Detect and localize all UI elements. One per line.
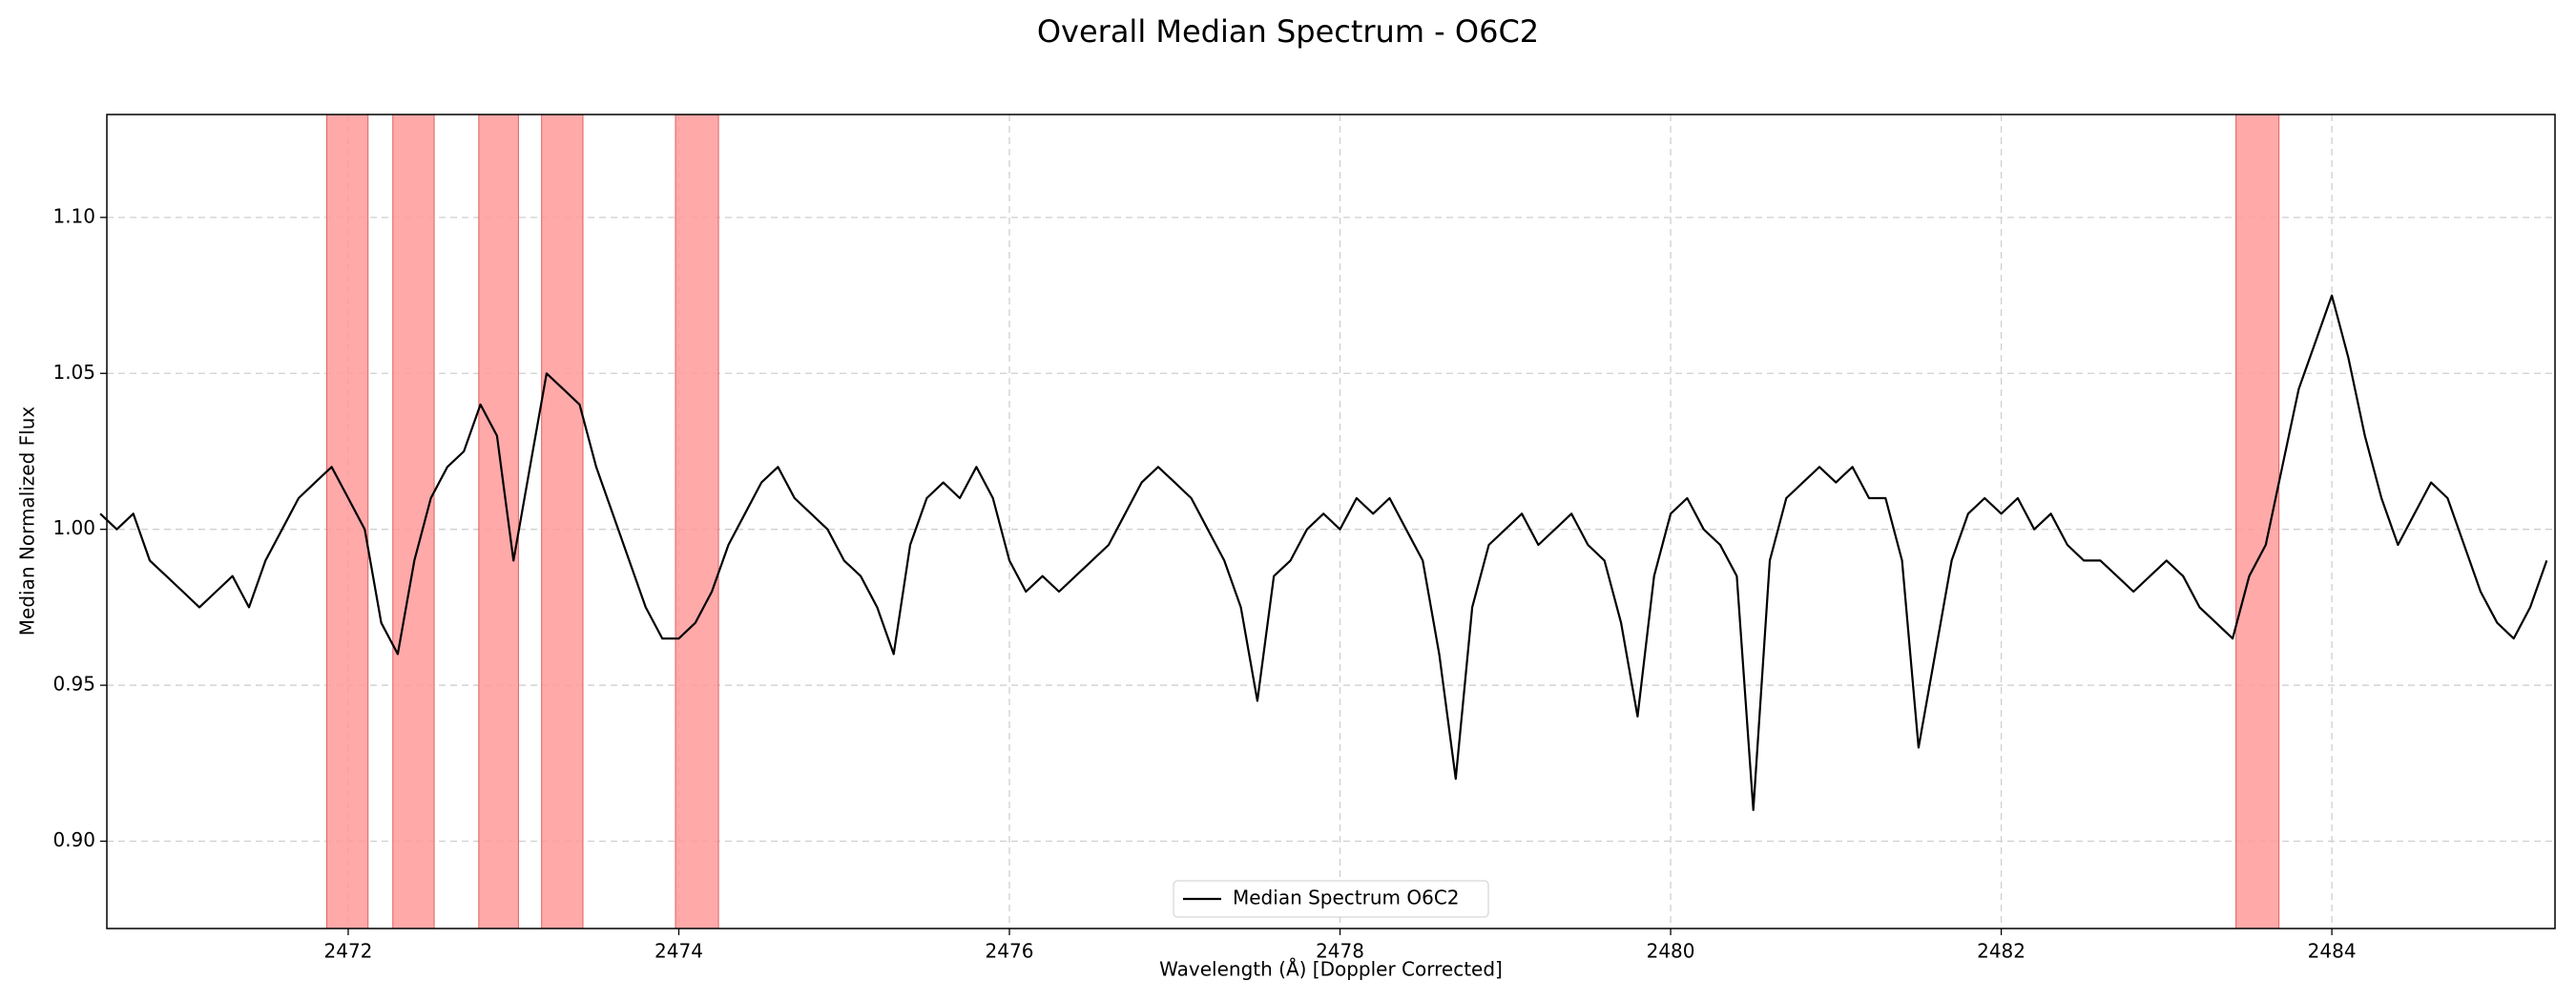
- legend: Median Spectrum O6C2: [1173, 880, 1489, 918]
- x-tick-label: 2476: [986, 940, 1034, 963]
- legend-label: Median Spectrum O6C2: [1233, 887, 1460, 909]
- highlight-span: [478, 114, 519, 929]
- x-tick-label: 2474: [654, 940, 703, 963]
- x-tick-label: 2472: [324, 940, 373, 963]
- x-tick-label: 2480: [1647, 940, 1695, 963]
- x-tick-label: 2484: [2308, 940, 2357, 963]
- x-axis-label: Wavelength (Å) [Doppler Corrected]: [1159, 958, 1503, 981]
- y-tick-label: 1.10: [52, 204, 95, 227]
- highlight-span: [392, 114, 435, 929]
- y-tick-label: 1.00: [52, 516, 95, 539]
- x-tick-label: 2482: [1977, 940, 2025, 963]
- highlight-span: [2235, 114, 2280, 929]
- highlight-span: [541, 114, 584, 929]
- y-tick-label: 1.05: [52, 361, 95, 384]
- y-axis-label: Median Normalized Flux: [16, 407, 39, 637]
- plot-frame: [106, 114, 2556, 929]
- y-tick-label: 0.90: [52, 828, 95, 851]
- x-tick-label: 2478: [1316, 940, 1364, 963]
- legend-box: [1173, 880, 1489, 918]
- chart-title: Overall Median Spectrum - O6C2: [1037, 13, 1539, 50]
- spectrum-line: [99, 294, 2548, 811]
- y-tick-label: 0.95: [52, 673, 95, 696]
- highlight-span: [325, 114, 369, 929]
- highlight-span: [675, 114, 719, 929]
